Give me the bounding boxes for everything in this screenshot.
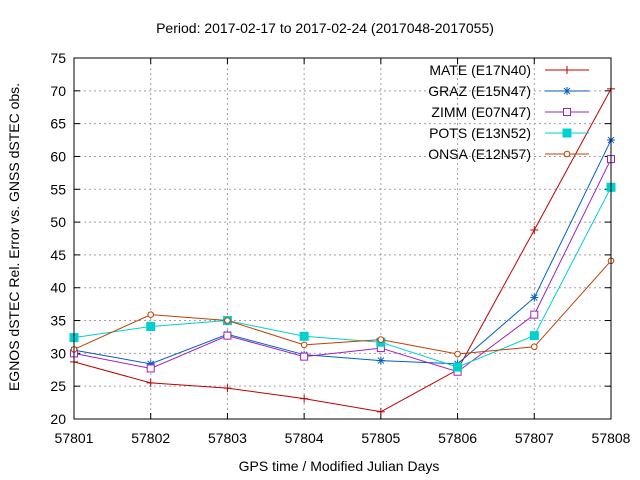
y-tick-label: 35 (50, 313, 66, 329)
y-tick-label: 40 (50, 280, 66, 296)
y-tick-label: 20 (50, 411, 66, 427)
data-point (530, 293, 539, 302)
data-point (563, 66, 571, 74)
legend-label: GRAZ (E15N47) (428, 83, 531, 99)
series (70, 257, 615, 358)
x-axis-label: GPS time / Modified Julian Days (239, 458, 440, 474)
data-point (530, 343, 538, 351)
data-point (146, 321, 156, 331)
legend-entry: MATE (E17N40) (429, 62, 589, 78)
x-axis-ticks: 57801 57802 57803 57804 57805 57806 57807 57808 (55, 58, 631, 446)
x-tick-label: 57808 (592, 430, 631, 446)
data-point (300, 394, 309, 403)
data-point (146, 378, 155, 387)
data-point (376, 407, 385, 416)
series-line (73, 260, 612, 355)
x-tick-label: 57807 (515, 430, 554, 446)
data-point (563, 150, 571, 158)
data-point (563, 87, 571, 95)
x-tick-label: 57804 (285, 430, 324, 446)
series-line (73, 187, 612, 368)
legend: MATE (E17N40) GRAZ (E15N47) ZIMM (E07N47) P… (428, 62, 589, 162)
chart-title: Period: 2017-02-17 to 2017-02-24 (201704… (156, 20, 494, 36)
x-tick-label: 57801 (55, 430, 94, 446)
data-point (300, 341, 308, 349)
y-tick-label: 70 (50, 83, 66, 99)
x-tick-label: 57806 (438, 430, 477, 446)
y-tick-label: 65 (50, 116, 66, 132)
data-point (530, 225, 539, 234)
series (69, 182, 616, 372)
series-group (69, 84, 616, 416)
y-tick-label: 45 (50, 247, 66, 263)
data-point (146, 364, 155, 373)
legend-label: ONSA (E12N57) (428, 146, 531, 162)
grid (74, 58, 611, 419)
x-tick-label: 57802 (131, 430, 170, 446)
legend-entry: ONSA (E12N57) (428, 146, 589, 162)
legend-entry: POTS (E13N52) (429, 125, 589, 141)
data-point (562, 128, 572, 138)
series-line (73, 158, 612, 373)
data-point (376, 356, 385, 365)
y-tick-label: 55 (50, 181, 66, 197)
data-point (453, 362, 463, 372)
y-axis-label: EGNOS dSTEC Rel. Error vs. GNSS dSTEC ob… (6, 83, 22, 391)
data-point (530, 310, 539, 319)
data-point (299, 331, 309, 341)
data-point (529, 331, 539, 341)
data-point (454, 350, 461, 358)
y-tick-label: 75 (50, 50, 66, 66)
data-point (147, 311, 155, 318)
series-line (73, 88, 612, 413)
series-line (73, 139, 612, 365)
legend-label: POTS (E13N52) (429, 125, 531, 141)
plot-frame (73, 57, 612, 420)
y-tick-label: 25 (50, 378, 66, 394)
y-tick-label: 30 (50, 345, 66, 361)
y-tick-label: 50 (50, 214, 66, 230)
x-tick-label: 57803 (208, 430, 247, 446)
legend-entry: ZIMM (E07N47) (431, 104, 589, 120)
data-point (563, 108, 571, 116)
data-point (300, 352, 309, 361)
x-tick-label: 57805 (361, 430, 400, 446)
data-point (377, 336, 385, 343)
legend-label: ZIMM (E07N47) (431, 104, 531, 120)
data-point (223, 331, 232, 340)
data-point (224, 317, 231, 324)
y-tick-label: 60 (50, 148, 66, 164)
legend-label: MATE (E17N40) (429, 62, 531, 78)
data-point (223, 384, 232, 393)
legend-entry: GRAZ (E15N47) (428, 83, 589, 99)
